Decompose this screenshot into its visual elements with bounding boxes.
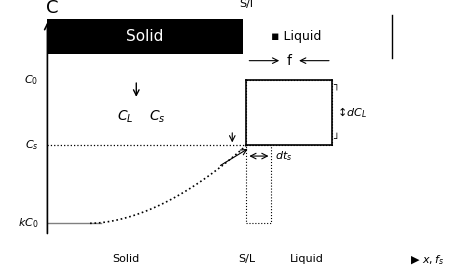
Text: ▪ Liquid: ▪ Liquid — [271, 30, 322, 43]
Text: S/l: S/l — [239, 0, 254, 9]
Text: C: C — [46, 0, 58, 17]
Text: Solid: Solid — [127, 29, 164, 44]
Text: $C_s$: $C_s$ — [25, 138, 38, 152]
Text: S/L: S/L — [238, 254, 255, 264]
Text: $C_L$: $C_L$ — [118, 109, 134, 125]
Bar — [47, 19, 243, 54]
Text: $C_s$: $C_s$ — [149, 109, 166, 125]
Text: $dt_s$: $dt_s$ — [275, 149, 292, 163]
Text: ┘: ┘ — [334, 134, 339, 144]
Text: ┐: ┐ — [334, 81, 339, 91]
Text: Liquid: Liquid — [290, 254, 324, 264]
Text: Solid: Solid — [112, 254, 139, 264]
Text: $kC_0$: $kC_0$ — [18, 216, 38, 230]
Text: $↕dC_L$: $↕dC_L$ — [337, 105, 367, 120]
Text: $C_0$: $C_0$ — [24, 73, 38, 87]
Text: ▶ $x,f_s$: ▶ $x,f_s$ — [410, 254, 444, 267]
Text: f: f — [287, 54, 292, 68]
Bar — [246, 145, 272, 223]
Bar — [246, 80, 332, 145]
